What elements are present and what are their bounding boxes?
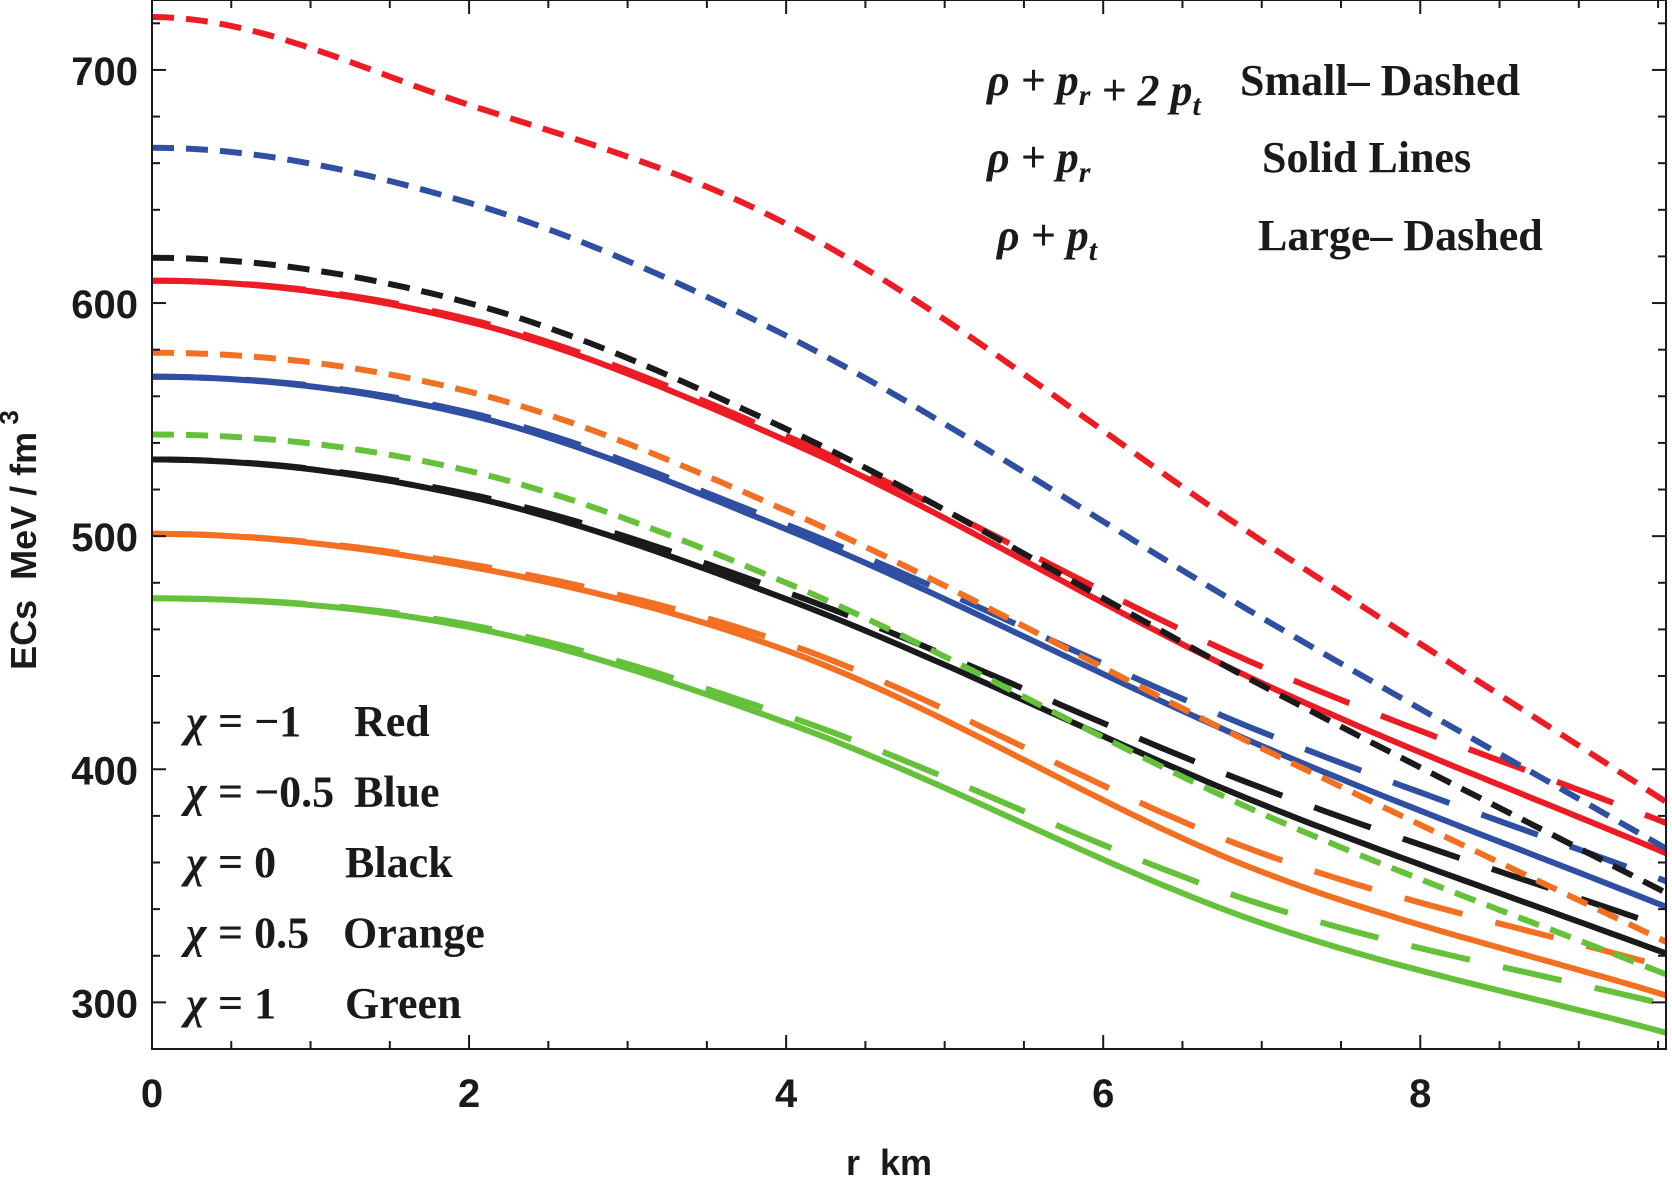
series-line-14 — [152, 595, 1667, 1008]
line-style-legend-expr: ρ + pr — [985, 133, 1091, 189]
color-legend-label: Red — [354, 697, 430, 746]
series-line-5 — [152, 277, 1668, 856]
color-legend-symbol: χ — [180, 979, 208, 1028]
color-legend-label: Green — [345, 979, 462, 1028]
color-legend-symbol: χ — [180, 768, 208, 817]
series-line-3 — [151, 349, 1668, 945]
series-line-4 — [151, 431, 1668, 978]
series-line-11 — [151, 373, 1668, 885]
line-style-legend-expr: ρ + pr + 2 pt — [985, 56, 1203, 122]
series-line-6 — [151, 373, 1668, 910]
x-tick-label: 8 — [1409, 1072, 1431, 1116]
x-axis-title: r km — [846, 1142, 932, 1177]
y-axis-title: ECs MeV / fm 3 — [0, 410, 44, 670]
x-tick-label: 4 — [775, 1072, 798, 1116]
y-tick-label: 500 — [71, 516, 138, 560]
line-style-legend-label: Large– Dashed — [1258, 211, 1543, 260]
color-legend-value: = 1 — [218, 979, 276, 1028]
series-line-1 — [151, 144, 1668, 852]
line-style-legend-expr: ρ + pt — [995, 211, 1099, 267]
line-style-legend-label: Solid Lines — [1262, 133, 1471, 182]
color-legend-label: Black — [345, 838, 453, 887]
color-legend-label: Orange — [343, 909, 485, 958]
y-tick-label: 600 — [71, 283, 138, 327]
x-tick-label: 6 — [1092, 1072, 1114, 1116]
series-line-2 — [151, 254, 1668, 896]
line-style-legend-label: Small– Dashed — [1240, 56, 1520, 105]
legend-layer: ρ + pr + 2 pt Small– Dashed ρ + pr Solid Li… — [180, 56, 1543, 1028]
series-line-9 — [152, 595, 1667, 1036]
color-legend-symbol: χ — [180, 838, 208, 887]
x-tick-label: 2 — [458, 1072, 480, 1116]
y-tick-label: 700 — [71, 50, 138, 94]
color-legend-value: = −1 — [218, 697, 301, 746]
y-tick-label: 400 — [71, 749, 138, 793]
color-legend-symbol: χ — [180, 909, 208, 958]
series-line-8 — [151, 530, 1667, 999]
x-tick-label: 0 — [141, 1072, 163, 1116]
series-layer — [151, 14, 1668, 1036]
series-line-7 — [152, 456, 1668, 957]
plot-frame — [151, 0, 1667, 1050]
color-legend-label: Blue — [354, 768, 440, 817]
color-legend-value: = 0.5 — [218, 909, 309, 958]
color-legend-value: = 0 — [218, 838, 276, 887]
color-legend-value: = −0.5 — [218, 768, 334, 817]
series-line-13 — [151, 530, 1667, 971]
y-tick-label: 300 — [71, 982, 138, 1026]
color-legend-symbol: χ — [180, 697, 208, 746]
